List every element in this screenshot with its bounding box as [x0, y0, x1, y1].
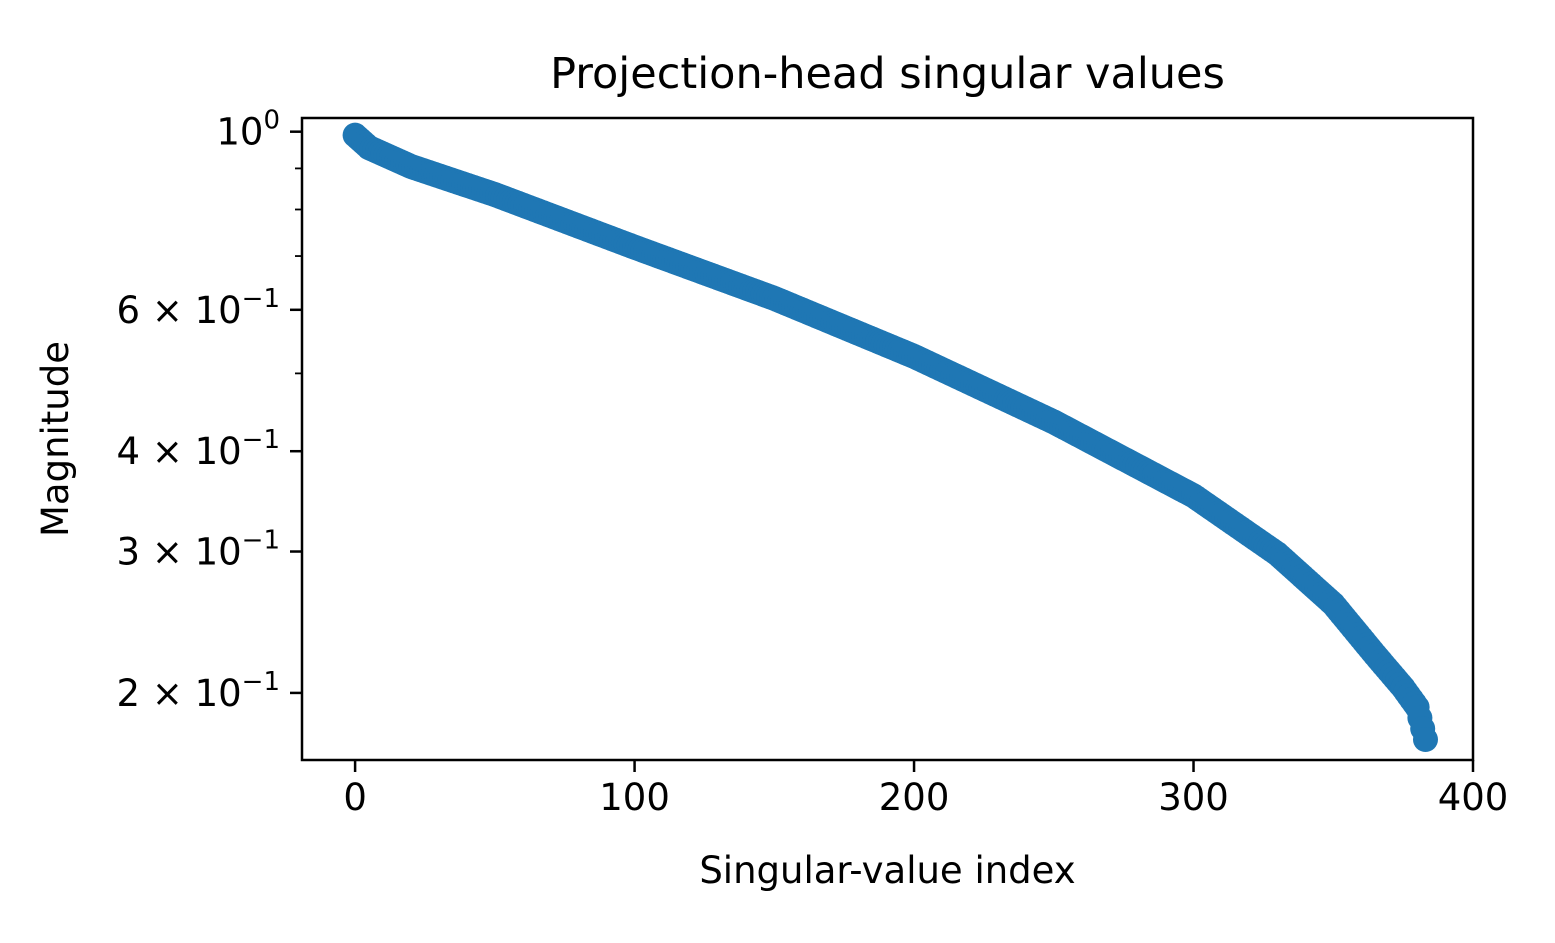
plot-frame [300, 116, 1475, 762]
x-tick-label: 0 [343, 776, 367, 819]
y-tick-label: 6 × 10−1 [117, 284, 280, 332]
y-tick-label: 3 × 10−1 [117, 526, 280, 574]
y-axis: 100 6 × 10−1 4 × 10−1 3 × 10−1 2 × 10−1 [117, 106, 302, 715]
data-points [342, 122, 1438, 752]
y-tick-label: 4 × 10−1 [117, 425, 280, 473]
y-tick-label: 100 [216, 106, 280, 154]
x-axis-label: Singular-value index [699, 849, 1075, 892]
x-tick-label: 200 [879, 776, 950, 819]
x-tick-label: 300 [1158, 776, 1229, 819]
x-tick-label: 100 [599, 776, 670, 819]
x-axis: 0 100 200 300 400 [343, 760, 1508, 819]
y-tick-label: 2 × 10−1 [117, 667, 280, 715]
x-tick-label: 400 [1438, 776, 1509, 819]
y-axis-label: Magnitude [34, 341, 77, 537]
scatter-point [1412, 726, 1438, 752]
chart-title: Projection-head singular values [550, 49, 1225, 99]
